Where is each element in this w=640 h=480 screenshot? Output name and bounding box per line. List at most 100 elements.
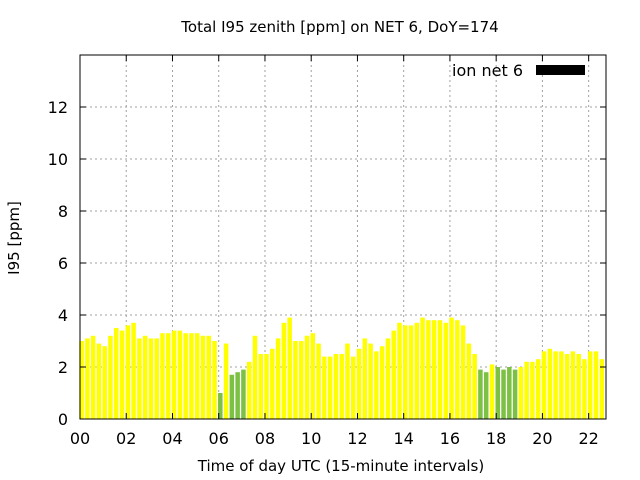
y-tick-label: 4 — [58, 306, 68, 325]
bar — [518, 367, 524, 419]
bar — [223, 343, 229, 419]
bar — [385, 338, 391, 419]
bar — [102, 346, 107, 419]
bar — [507, 367, 512, 419]
bar — [189, 333, 194, 419]
bar — [229, 374, 235, 419]
bar — [293, 341, 298, 419]
bar — [114, 328, 119, 419]
bar — [420, 317, 425, 419]
bar — [564, 354, 570, 419]
bar — [559, 351, 564, 419]
bar — [183, 333, 188, 419]
x-tick-label: 12 — [347, 429, 367, 448]
bar — [437, 320, 443, 419]
bar — [599, 359, 605, 419]
bar — [350, 356, 356, 419]
bar — [298, 341, 304, 419]
bar — [524, 361, 529, 419]
x-tick-label: 14 — [394, 429, 414, 448]
bar — [408, 325, 414, 419]
bar — [379, 346, 385, 419]
bar — [252, 335, 258, 419]
bar — [333, 354, 339, 419]
y-axis-label: I95 [ppm] — [5, 201, 23, 275]
bar — [327, 356, 333, 419]
chart-title: Total I95 zenith [ppm] on NET 6, DoY=174 — [180, 18, 498, 36]
bars — [79, 317, 605, 419]
x-tick-label: 10 — [301, 429, 321, 448]
bar — [535, 359, 541, 419]
bar — [512, 369, 518, 419]
x-tick-label: 20 — [532, 429, 552, 448]
bar — [345, 343, 350, 419]
y-tick-label: 8 — [58, 202, 68, 221]
bar — [443, 322, 448, 419]
x-axis-label: Time of day UTC (15-minute intervals) — [197, 457, 484, 475]
bar — [160, 333, 165, 419]
bar — [489, 364, 495, 419]
bar — [368, 343, 373, 419]
bar — [403, 325, 408, 419]
bar — [137, 338, 142, 419]
y-tick-label: 6 — [58, 254, 68, 273]
bar — [142, 335, 148, 419]
bar — [258, 354, 264, 419]
bar — [553, 351, 558, 419]
bar — [426, 320, 431, 419]
bar — [374, 351, 379, 419]
bar — [570, 351, 576, 419]
bar — [316, 343, 321, 419]
bar — [339, 354, 344, 419]
bar — [501, 369, 506, 419]
x-tick-label: 22 — [578, 429, 598, 448]
y-tick-label: 10 — [48, 150, 68, 169]
x-tick-label: 06 — [209, 429, 229, 448]
bar — [79, 341, 84, 419]
bar — [466, 343, 472, 419]
bar — [281, 322, 287, 419]
bar — [218, 393, 223, 419]
x-tick-labels: 00 02 04 06 08 10 12 14 16 18 20 22 — [70, 429, 599, 448]
legend-label: ion net 6 — [452, 61, 523, 80]
bar — [154, 338, 159, 419]
bar — [460, 325, 466, 419]
bar — [472, 354, 477, 419]
bar — [131, 322, 136, 419]
bar — [241, 369, 246, 419]
bar — [177, 330, 183, 419]
bar — [310, 333, 316, 419]
bar — [171, 330, 177, 419]
bar — [495, 367, 501, 419]
legend-swatch — [536, 65, 585, 75]
x-tick-label: 08 — [255, 429, 275, 448]
bar — [125, 325, 131, 419]
legend: ion net 6 — [452, 61, 585, 80]
bar — [166, 333, 171, 419]
bar — [235, 372, 240, 419]
bar — [455, 320, 460, 419]
bar — [287, 317, 292, 419]
bar — [449, 317, 454, 419]
bar — [212, 341, 217, 419]
bar — [206, 335, 211, 419]
bar — [275, 338, 281, 419]
axis-ticks — [79, 55, 606, 420]
bar — [547, 348, 553, 419]
bar — [246, 361, 252, 419]
x-tick-label: 02 — [116, 429, 136, 448]
grid — [80, 55, 606, 419]
bar — [593, 351, 599, 419]
bar — [108, 335, 113, 419]
bar — [397, 322, 402, 419]
bar — [322, 356, 327, 419]
y-tick-label: 12 — [48, 98, 68, 117]
y-tick-label: 0 — [58, 410, 68, 429]
bar — [541, 351, 547, 419]
bar — [391, 330, 396, 419]
bar — [530, 361, 535, 419]
bar — [582, 359, 587, 419]
bar — [119, 330, 125, 419]
bar — [414, 322, 420, 419]
